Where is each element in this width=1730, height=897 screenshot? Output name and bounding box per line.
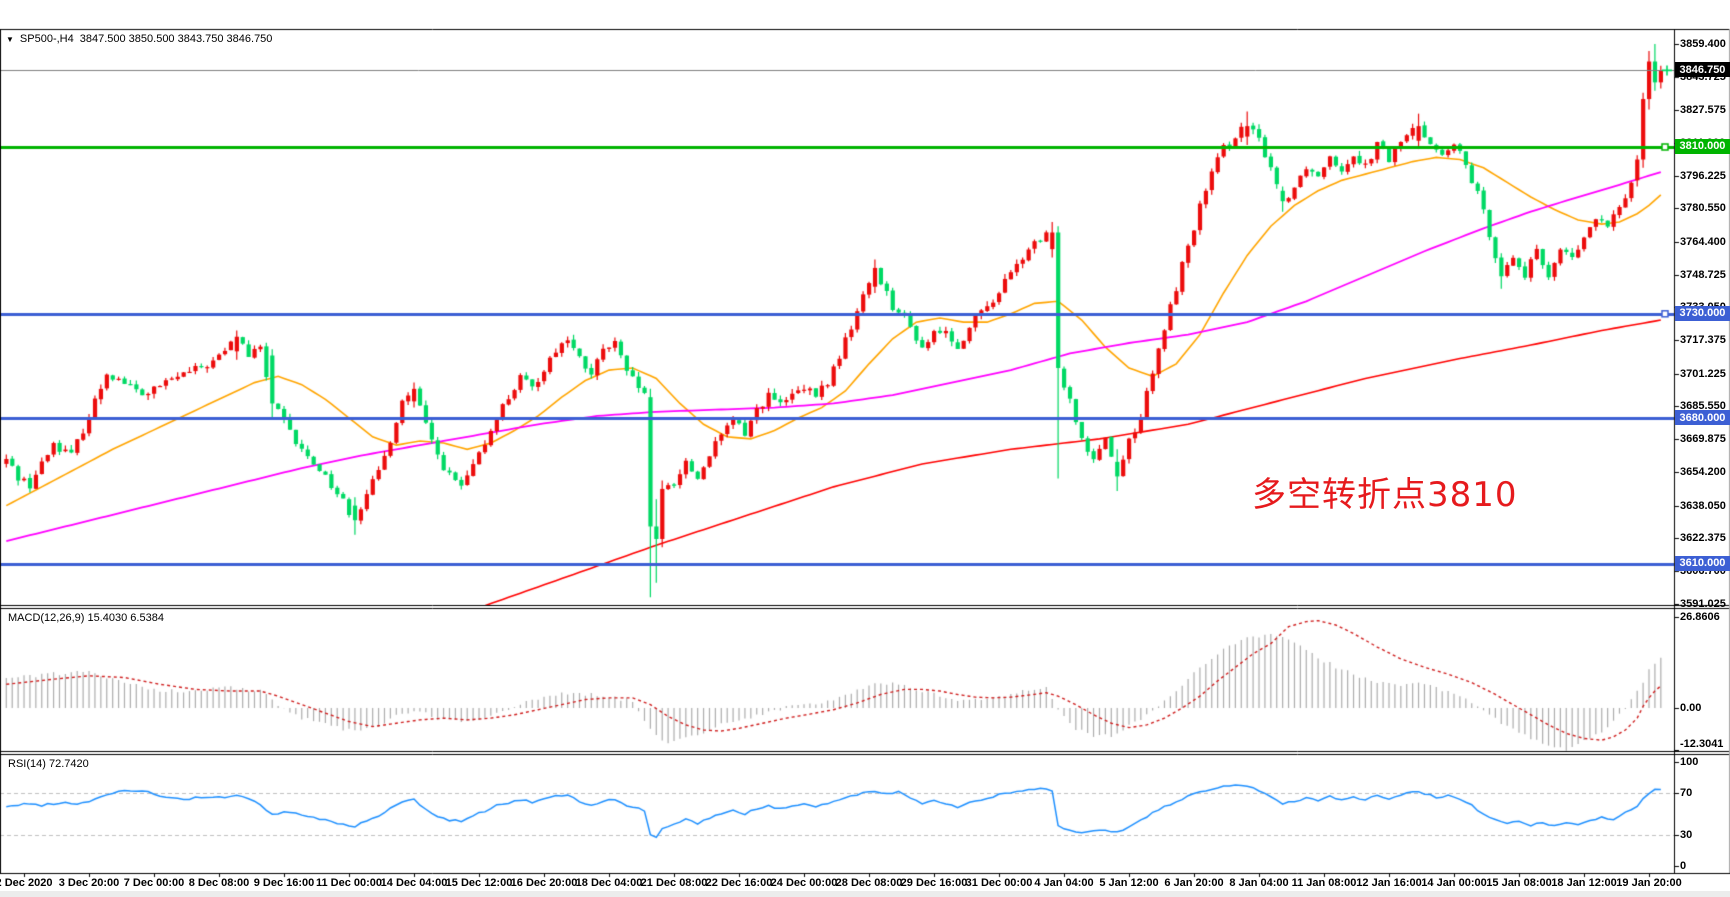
- price-tick-label: 3859.400: [1680, 38, 1726, 50]
- price-tick-label: 3638.050: [1680, 499, 1726, 512]
- price-badge-3680.000: 3680.000: [1675, 410, 1730, 426]
- time-label: 22 Dec 16:00: [705, 877, 773, 889]
- time-label: 8 Jan 04:00: [1229, 877, 1289, 889]
- time-label: 14 Dec 04:00: [380, 877, 448, 889]
- time-label: 7 Dec 00:00: [123, 877, 185, 889]
- price-tick-label: 3717.375: [1680, 334, 1726, 347]
- window-bottom-strip: [0, 891, 1730, 897]
- time-label: 15 Dec 12:00: [445, 877, 513, 889]
- time-label: 11 Jan 08:00: [1291, 877, 1357, 889]
- price-tick-label: 3764.400: [1680, 236, 1726, 249]
- time-label: 6 Jan 20:00: [1164, 877, 1224, 889]
- time-label: 18 Jan 12:00: [1551, 877, 1617, 889]
- time-label: 5 Jan 12:00: [1099, 877, 1159, 889]
- time-label: 12 Jan 16:00: [1356, 877, 1422, 889]
- macd-tick-label: 0.00: [1680, 702, 1702, 714]
- rsi-tick-label: 100: [1680, 756, 1699, 768]
- rsi-tick-label: 0: [1680, 860, 1687, 872]
- collapse-icon[interactable]: ▼: [6, 34, 14, 44]
- time-label: 11 Dec 00:00: [315, 877, 383, 889]
- time-label: 19 Jan 20:00: [1616, 877, 1682, 889]
- price-tick-label: 3622.375: [1680, 532, 1726, 545]
- price-badge-3610.000: 3610.000: [1675, 555, 1730, 571]
- price-tick-label: 3780.550: [1680, 202, 1726, 215]
- time-label: 15 Jan 08:00: [1486, 877, 1552, 889]
- price-badge-3730.000: 3730.000: [1675, 305, 1730, 321]
- time-label: 2 Dec 2020: [0, 877, 53, 889]
- time-label: 18 Dec 04:00: [575, 877, 643, 889]
- time-label: 8 Dec 08:00: [188, 877, 250, 889]
- time-label: 28 Dec 08:00: [835, 877, 903, 889]
- time-label: 29 Dec 16:00: [900, 877, 968, 889]
- annotation-text[interactable]: 多空转折点3810: [1252, 475, 1518, 515]
- macd-label: MACD(12,26,9) 15.4030 6.5384: [8, 612, 164, 624]
- time-label: 3 Dec 20:00: [58, 877, 120, 889]
- ohlc-values: 3847.500 3850.500 3843.750 3846.750: [79, 33, 273, 45]
- time-label: 16 Dec 20:00: [510, 877, 578, 889]
- price-tick-label: 3748.725: [1680, 268, 1726, 281]
- time-label: 9 Dec 16:00: [253, 877, 315, 889]
- price-tick-label: 3827.575: [1680, 104, 1726, 117]
- price-tick-label: 3669.875: [1680, 433, 1726, 446]
- rsi-label: RSI(14) 72.7420: [8, 758, 89, 770]
- rsi-value: 72.7420: [48, 758, 89, 770]
- time-label: 21 Dec 08:00: [640, 877, 708, 889]
- macd-values: 15.4030 6.5384: [87, 612, 164, 624]
- price-tick-label: 3796.225: [1680, 169, 1726, 182]
- price-tick-label: 3654.200: [1680, 465, 1726, 478]
- time-label: 31 Dec 00:00: [965, 877, 1033, 889]
- rsi-tick-label: 70: [1680, 787, 1693, 800]
- macd-tick-label: 26.8606: [1680, 610, 1720, 623]
- price-tick-label: 3591.025: [1680, 597, 1726, 610]
- time-label: 24 Dec 00:00: [770, 877, 838, 889]
- time-label: 14 Jan 00:00: [1421, 877, 1487, 889]
- symbol-period-label: SP500-,H4: [19, 33, 74, 45]
- price-tick-label: 3701.225: [1680, 367, 1726, 380]
- time-label: 4 Jan 04:00: [1034, 877, 1094, 889]
- rsi-tick-label: 30: [1680, 828, 1693, 841]
- price-badge-3846.750: 3846.750: [1675, 62, 1730, 78]
- price-badge-3810.000: 3810.000: [1675, 138, 1730, 154]
- price-tick-label: 3685.550: [1680, 400, 1726, 413]
- macd-tick-label: -12.3041: [1680, 738, 1724, 750]
- chart-header: ▼ SP500-,H4 3847.500 3850.500 3843.750 3…: [6, 33, 272, 45]
